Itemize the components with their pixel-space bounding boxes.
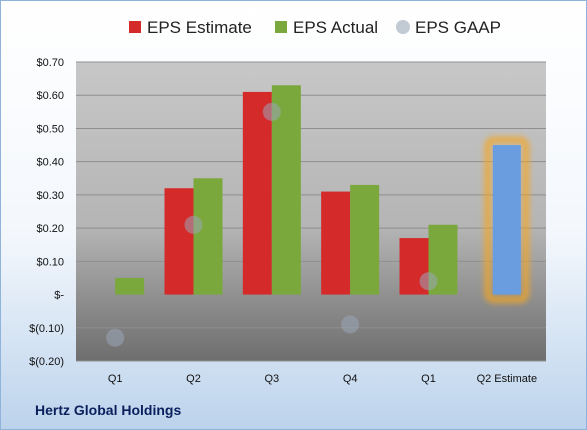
y-tick-label: $0.40 bbox=[36, 157, 64, 169]
bar-eps-estimate bbox=[321, 191, 351, 295]
bar-eps-actual bbox=[193, 178, 223, 295]
legend: EPS Estimate EPS Actual EPS GAAP bbox=[129, 18, 501, 37]
legend-swatch bbox=[275, 21, 287, 33]
bar-eps-actual bbox=[115, 277, 145, 295]
y-tick-label: $(0.20) bbox=[29, 356, 64, 368]
marker-eps-gaap bbox=[419, 272, 438, 291]
company-name: Hertz Global Holdings bbox=[35, 402, 182, 418]
marker-eps-gaap bbox=[184, 215, 203, 234]
legend-label: EPS Estimate bbox=[147, 18, 252, 37]
bars bbox=[115, 85, 530, 304]
marker-eps-gaap bbox=[262, 102, 281, 121]
x-tick-label: Q4 bbox=[343, 373, 358, 385]
bar-eps-estimate bbox=[242, 91, 272, 295]
y-axis-ticks: $0.70 $0.60 $0.50 $0.40 $0.30 $0.20 $0.10 $- $(0… bbox=[29, 57, 64, 368]
x-tick-label: Q2 bbox=[186, 373, 201, 385]
bar-eps-actual bbox=[271, 85, 301, 295]
y-tick-label: $(0.10) bbox=[29, 323, 64, 335]
plot-area bbox=[76, 62, 546, 361]
y-tick-label: $0.20 bbox=[36, 223, 64, 235]
y-tick-label: $- bbox=[54, 290, 64, 302]
x-tick-label: Q3 bbox=[264, 373, 279, 385]
x-axis-ticks: Q1 Q2 Q3 Q4 Q1 Q2 Estimate bbox=[108, 373, 537, 385]
marker-eps-gaap bbox=[341, 315, 360, 334]
bar-eps-estimate bbox=[164, 188, 194, 295]
bar-eps-actual bbox=[350, 184, 380, 295]
x-tick-label: Q2 Estimate bbox=[477, 373, 538, 385]
y-tick-label: $0.70 bbox=[36, 57, 64, 69]
y-tick-label: $0.60 bbox=[36, 90, 64, 102]
x-tick-label: Q1 bbox=[108, 373, 123, 385]
estimate-glow bbox=[484, 136, 530, 304]
legend-swatch bbox=[396, 20, 410, 34]
y-tick-label: $0.50 bbox=[36, 123, 64, 135]
gaap-markers bbox=[106, 102, 438, 347]
marker-eps-gaap bbox=[106, 328, 125, 347]
gridlines bbox=[76, 61, 546, 362]
legend-label: EPS Actual bbox=[293, 18, 378, 37]
legend-label: EPS GAAP bbox=[415, 18, 501, 37]
legend-swatch bbox=[129, 21, 141, 33]
y-tick-label: $0.30 bbox=[36, 190, 64, 202]
bar-q2-estimate bbox=[492, 145, 521, 295]
y-tick-label: $0.10 bbox=[36, 256, 64, 268]
x-tick-label: Q1 bbox=[421, 373, 436, 385]
